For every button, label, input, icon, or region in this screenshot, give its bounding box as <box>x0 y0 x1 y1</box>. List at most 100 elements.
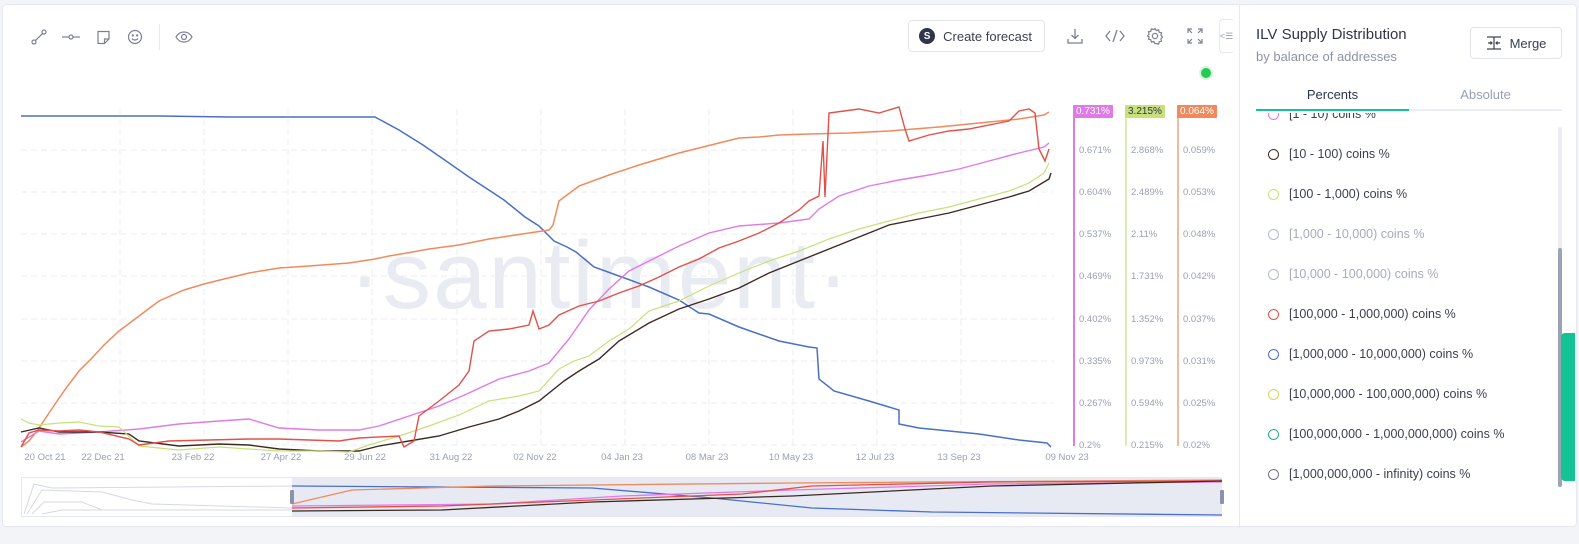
x-tick: 10 May 23 <box>768 452 814 463</box>
scrollbar-thumb[interactable] <box>1558 248 1562 487</box>
y-tick: 0.059% <box>1183 145 1216 156</box>
navigator-overview <box>23 483 293 515</box>
line-chart-svg <box>20 106 1054 453</box>
chart-actions-toolbar: S Create forecast <☰ <box>908 19 1233 53</box>
santiment-logo-icon: S <box>919 28 936 44</box>
metric-item[interactable]: [100,000,000 - 1,000,000,000) coins % <box>1268 427 1504 441</box>
y-tick: 0.031% <box>1183 356 1216 367</box>
x-tick: 27 Apr 22 <box>260 452 302 463</box>
y-tick: 0.671% <box>1079 145 1112 156</box>
series-blue-line <box>21 115 1052 448</box>
eye-icon[interactable] <box>168 23 200 51</box>
y-tick: 2.11% <box>1131 229 1158 240</box>
y-tick: 0.042% <box>1183 271 1216 282</box>
range-navigator[interactable] <box>21 477 1224 517</box>
horizontal-ray-icon[interactable] <box>55 23 87 51</box>
series-pink-line <box>20 142 1050 443</box>
metric-item[interactable]: [1,000,000 - 10,000,000) coins % <box>1268 347 1473 361</box>
merge-button[interactable]: Merge <box>1470 27 1562 59</box>
metric-list: [1 - 10) coins % [10 - 100) coins % [100… <box>1256 113 1556 513</box>
current-value-badge: 0.064% <box>1177 105 1217 118</box>
y-tick: 0.037% <box>1183 314 1216 325</box>
y-tick: 0.594% <box>1131 398 1164 409</box>
y-tick: 0.215% <box>1131 440 1164 451</box>
metric-item[interactable]: [10,000 - 100,000) coins % <box>1268 267 1438 281</box>
y-axis-yellowgreen: 3.215% 2.868% 2.489% 2.11% 1.731% 1.352%… <box>1125 101 1177 451</box>
current-value-badge: 0.731% <box>1073 105 1113 118</box>
y-axis-line <box>1073 109 1075 446</box>
metric-item[interactable]: [10 - 100) coins % <box>1268 147 1390 161</box>
y-tick: 0.267% <box>1079 398 1112 409</box>
tab-percents[interactable]: Percents <box>1256 79 1409 111</box>
metric-item[interactable]: [100 - 1,000) coins % <box>1268 187 1407 201</box>
navigator-left-handle[interactable] <box>290 490 294 504</box>
merge-icon <box>1486 36 1501 50</box>
feedback-tab[interactable] <box>1561 333 1575 481</box>
line-drawing-icon[interactable] <box>23 23 55 51</box>
metric-item[interactable]: [100,000 - 1,000,000) coins % <box>1268 307 1456 321</box>
y-tick: 0.053% <box>1183 187 1216 198</box>
create-forecast-label: Create forecast <box>943 28 1032 44</box>
embed-code-icon[interactable] <box>1095 20 1135 52</box>
fullscreen-icon[interactable] <box>1175 20 1215 52</box>
y-tick: 0.402% <box>1079 314 1112 325</box>
x-tick: 04 Jan 23 <box>601 452 643 463</box>
metric-item[interactable]: [1 - 10) coins % <box>1268 113 1376 121</box>
series-brown-line <box>20 172 1052 452</box>
series-orange-line <box>20 111 1050 448</box>
y-tick: 0.2% <box>1079 440 1101 451</box>
emoji-icon[interactable] <box>119 23 151 51</box>
circle-icon <box>1268 113 1279 120</box>
y-axis-pink: 0.731% 0.671% 0.604% 0.537% 0.469% 0.402… <box>1073 101 1125 451</box>
metric-item[interactable]: [1,000 - 10,000) coins % <box>1268 227 1425 241</box>
y-axis-line <box>1125 109 1127 446</box>
y-tick: 0.02% <box>1183 440 1210 451</box>
circle-icon <box>1268 388 1279 400</box>
view-tabs: Percents Absolute <box>1256 79 1562 111</box>
x-tick: 22 Dec 21 <box>81 452 125 463</box>
y-axis-line <box>1177 109 1179 446</box>
panel-subtitle: by balance of addresses <box>1256 49 1397 64</box>
x-tick: 12 Jul 23 <box>855 452 895 463</box>
drawing-toolbar <box>23 23 200 51</box>
navigator-selected-window[interactable] <box>290 478 1224 516</box>
x-tick: 08 Mar 23 <box>685 452 729 463</box>
y-tick: 0.469% <box>1079 271 1112 282</box>
circle-icon <box>1268 268 1279 280</box>
y-tick: 0.537% <box>1079 229 1112 240</box>
circle-icon <box>1268 468 1279 480</box>
live-status-indicator <box>1201 68 1211 78</box>
download-icon[interactable] <box>1055 20 1095 52</box>
circle-icon <box>1268 228 1279 240</box>
y-tick: 0.973% <box>1131 356 1164 367</box>
metric-list-scrollbar[interactable] <box>1558 127 1562 487</box>
gear-icon[interactable] <box>1135 20 1175 52</box>
app-frame: S Create forecast <☰ ·santiment· <box>2 4 1578 528</box>
panel-title: ILV Supply Distribution <box>1256 26 1407 43</box>
circle-icon <box>1268 188 1279 200</box>
metric-item[interactable]: [1,000,000,000 - infinity) coins % <box>1268 467 1470 481</box>
navigator-right-handle[interactable] <box>1220 490 1224 504</box>
note-icon[interactable] <box>87 23 119 51</box>
current-value-badge: 3.215% <box>1125 105 1165 118</box>
gridlines <box>21 109 1054 447</box>
circle-icon <box>1268 428 1279 440</box>
x-tick: 02 Nov 22 <box>513 452 557 463</box>
merge-label: Merge <box>1509 35 1547 51</box>
toolbar-divider <box>159 24 160 50</box>
metrics-side-panel: ILV Supply Distribution by balance of ad… <box>1239 5 1578 528</box>
collapse-sidebar-icon[interactable]: <☰ <box>1219 19 1233 53</box>
series-red-line <box>20 106 1050 449</box>
circle-icon <box>1268 148 1279 160</box>
chart-plot-area[interactable]: ·santiment· <box>19 101 1219 471</box>
metric-item[interactable]: [10,000,000 - 100,000,000) coins % <box>1268 387 1487 401</box>
y-tick: 2.489% <box>1131 187 1164 198</box>
create-forecast-button[interactable]: S Create forecast <box>908 20 1045 52</box>
tab-absolute[interactable]: Absolute <box>1460 87 1511 102</box>
circle-icon <box>1268 308 1279 320</box>
chart-panel: S Create forecast <☰ ·santiment· <box>3 5 1239 528</box>
y-tick: 0.335% <box>1079 356 1112 367</box>
y-tick: 0.048% <box>1183 229 1216 240</box>
x-tick: 09 Nov 23 <box>1045 452 1089 463</box>
circle-icon <box>1268 348 1279 360</box>
